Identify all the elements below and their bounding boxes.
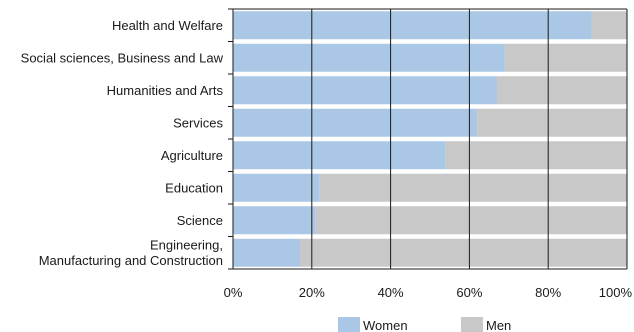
legend: Women Men (338, 317, 511, 332)
x-tick-label-4: 80% (535, 285, 561, 300)
legend-label-men: Men (486, 318, 511, 332)
bars-layer (233, 11, 627, 267)
category-label-6: Education (165, 180, 223, 195)
axes (228, 8, 627, 270)
bar-women-8 (233, 238, 300, 267)
bar-men-2 (504, 43, 627, 72)
x-tick-label-1: 20% (299, 285, 325, 300)
bar-women-5 (233, 141, 446, 170)
x-tick-label-5: 100% (599, 285, 633, 300)
category-label-5: Agriculture (161, 148, 223, 163)
bar-men-8 (299, 238, 627, 267)
x-tick-label-0: 0% (224, 285, 243, 300)
bar-women-6 (233, 173, 320, 202)
bar-women-3 (233, 76, 497, 105)
bar-women-2 (233, 43, 505, 72)
legend-swatch-men (461, 317, 483, 332)
category-label-8: Engineering, Manufacturing and Constructi… (39, 238, 223, 269)
bar-men-3 (496, 76, 627, 105)
category-labels: Health and Welfare Social sciences, Busin… (21, 18, 224, 268)
category-label-7: Science (177, 213, 223, 228)
legend-swatch-women (338, 317, 360, 332)
x-tick-label-2: 40% (378, 285, 404, 300)
category-label-1: Health and Welfare (112, 18, 223, 33)
bar-women-1 (233, 11, 592, 40)
legend-label-women: Women (363, 318, 408, 332)
category-label-3: Humanities and Arts (107, 83, 224, 98)
category-label-4: Services (173, 115, 223, 130)
bar-women-4 (233, 108, 478, 137)
x-tick-labels: 0% 20% 40% 60% 80% 100% (224, 285, 633, 300)
category-label-2: Social sciences, Business and Law (21, 50, 224, 65)
bar-men-1 (591, 11, 627, 40)
x-tick-label-3: 60% (456, 285, 482, 300)
bar-men-7 (315, 206, 627, 235)
bar-men-5 (445, 141, 627, 170)
bar-women-7 (233, 206, 316, 235)
bar-men-4 (477, 108, 627, 137)
bar-men-6 (319, 173, 627, 202)
